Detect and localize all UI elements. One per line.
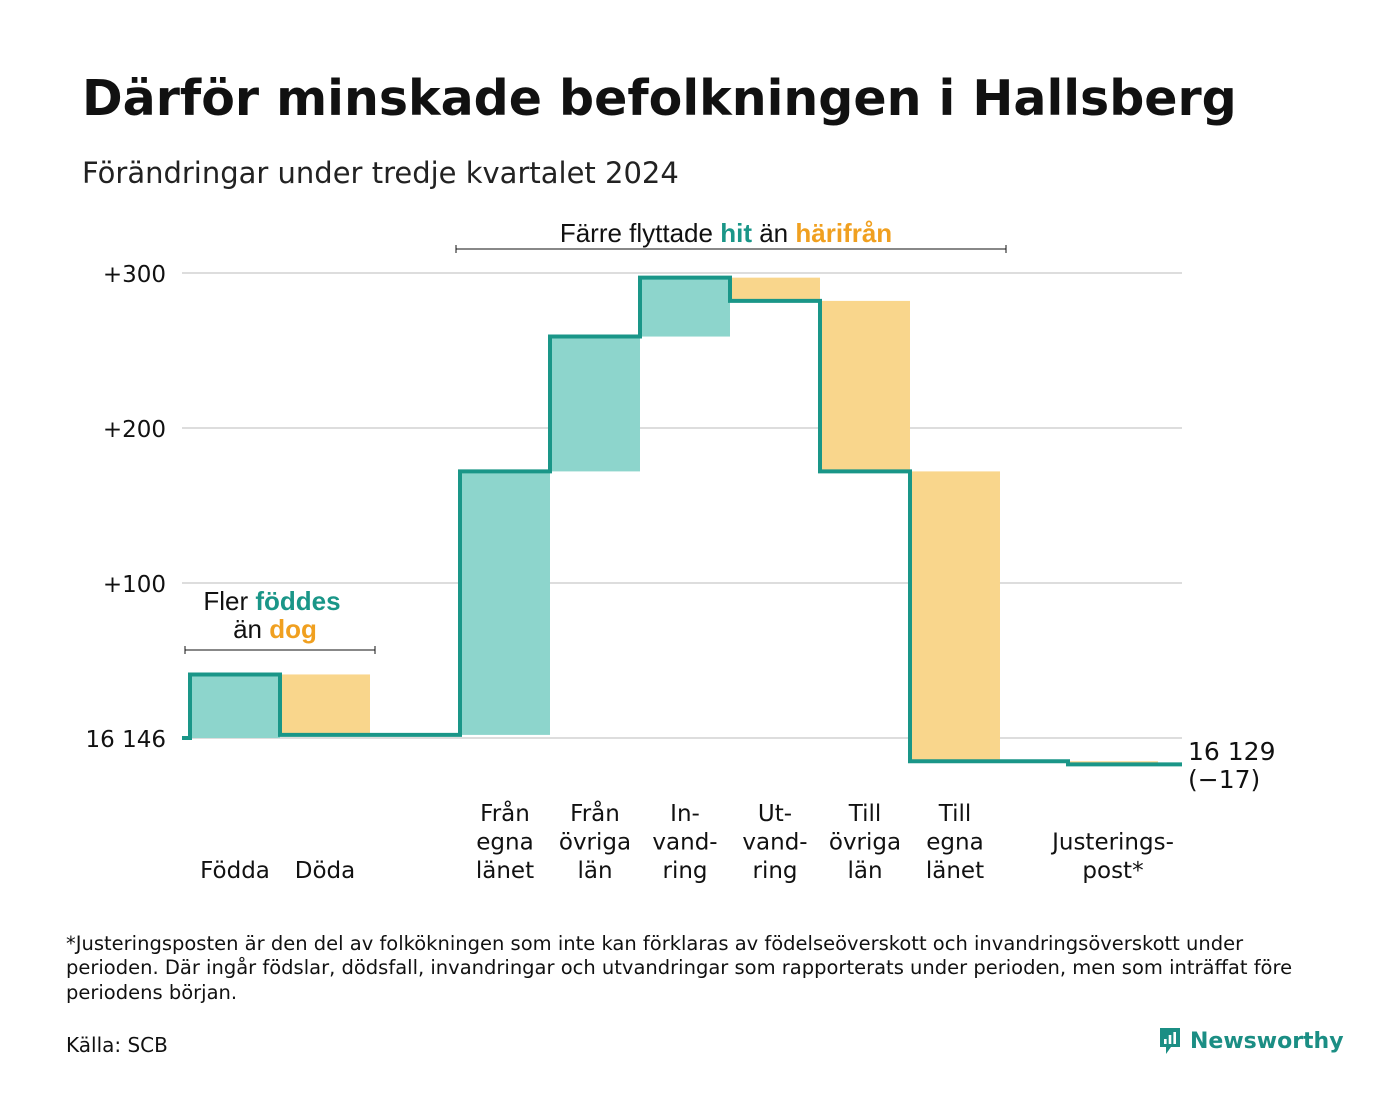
x-label: In-vand-ring (652, 801, 717, 884)
source-credit: Källa: SCB (66, 1033, 168, 1057)
svg-text:Färre flyttade hit än härifrån: Färre flyttade hit än härifrån (560, 218, 892, 248)
x-label: Födda (200, 858, 270, 884)
x-label: Från egna länet (476, 799, 534, 884)
y-tick-label: +200 (103, 417, 166, 443)
bar-födda (190, 674, 280, 738)
footnote: *Justeringsposten är den del av folkökni… (66, 932, 1293, 1004)
bar-tillegnalänet (910, 471, 1000, 762)
deaths-annotation-highlight: dog (269, 614, 317, 644)
newsworthy-brand: Newsworthy (1158, 1026, 1344, 1056)
births-annotation-highlight: föddes (255, 586, 340, 616)
births-annotation: Fler föddes än dog (184, 586, 376, 654)
cumulative-step-line (182, 275, 1182, 767)
births-annotation-prefix: Fler (203, 586, 255, 616)
bar-invandring (640, 277, 730, 337)
svg-text:Fler föddes: Fler föddes (203, 586, 340, 616)
bar-döda (280, 674, 370, 735)
bar-utvandring (730, 277, 820, 301)
waterfall-chart: 16 146 +100 +200 +300 Födda Döda Från egna läne… (86, 218, 1276, 884)
svg-text:än dog: än dog (233, 614, 317, 644)
bar-frånegnalänet (460, 471, 550, 735)
x-label: Justerings-post* (1050, 830, 1174, 885)
moves-annotation-middle: än (752, 218, 795, 248)
x-label: Ut-vand-ring (742, 801, 807, 884)
end-value-label: 16 129 (−17) (1188, 737, 1275, 794)
x-label: Döda (295, 858, 355, 884)
bar-tillövrigalän (820, 300, 910, 472)
end-change: (−17) (1188, 765, 1260, 794)
y-tick-label: 16 146 (86, 727, 166, 753)
newsworthy-logo-icon (1160, 1028, 1180, 1054)
moves-annotation: Färre flyttade hit än härifrån (455, 218, 1007, 253)
x-label: Till övriga län (829, 801, 901, 884)
bar-frånövrigalän (550, 336, 640, 472)
brand-name: Newsworthy (1190, 1028, 1344, 1054)
moves-annotation-highlight-harifran: härifrån (795, 218, 892, 248)
moves-annotation-highlight-hit: hit (720, 218, 752, 248)
y-tick-label: +300 (103, 262, 166, 288)
deaths-annotation-prefix: än (233, 614, 269, 644)
moves-annotation-prefix: Färre flyttade (560, 218, 720, 248)
x-label: Till egna länet (926, 801, 984, 884)
chart-title: Därför minskade befolkningen i Hallsberg (82, 70, 1237, 127)
bars (190, 277, 1158, 765)
y-axis-tick-labels: 16 146 +100 +200 +300 (86, 262, 166, 753)
y-tick-label: +100 (103, 572, 166, 598)
chart-subtitle: Förändringar under tredje kvartalet 2024 (82, 156, 679, 190)
grid-lines (182, 272, 1182, 739)
x-label: Från övriga län (559, 799, 631, 884)
end-value: 16 129 (1188, 737, 1275, 766)
x-axis-category-labels: Födda Döda Från egna länet Från övriga län In-va… (200, 799, 1174, 884)
